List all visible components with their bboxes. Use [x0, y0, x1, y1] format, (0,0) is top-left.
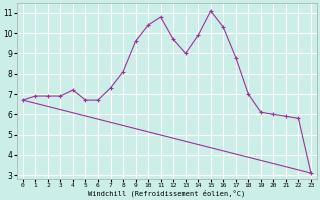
X-axis label: Windchill (Refroidissement éolien,°C): Windchill (Refroidissement éolien,°C)	[88, 190, 245, 197]
